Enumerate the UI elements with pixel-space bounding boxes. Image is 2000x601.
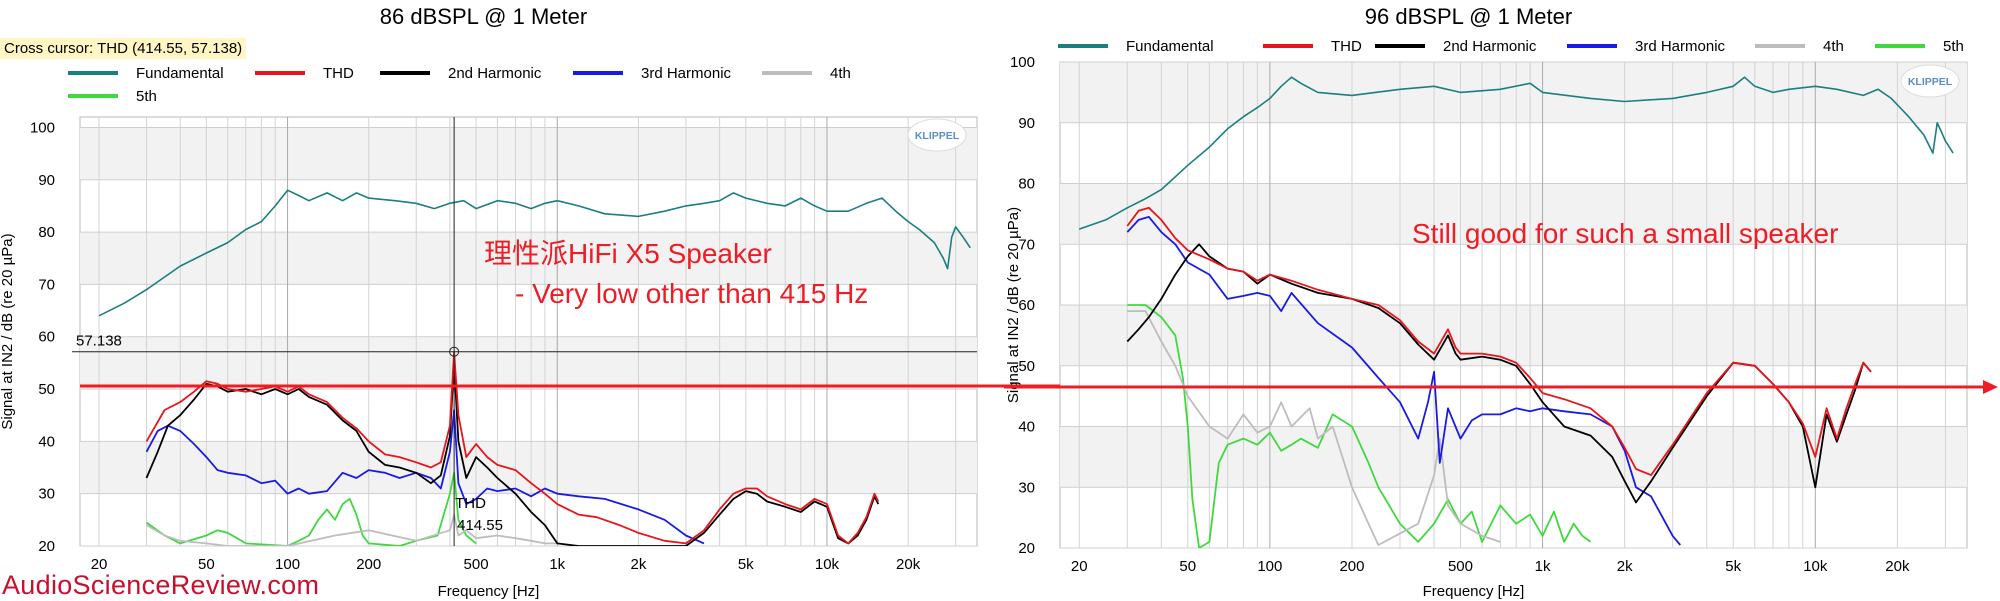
plot-band — [1060, 305, 1967, 366]
legend-label: Fundamental — [136, 65, 224, 82]
y-axis-label: Signal at IN2 / dB (re 20 µPa) — [0, 233, 16, 429]
legend-label: 4th — [1823, 38, 1844, 55]
x-tick-label: 50 — [1179, 558, 1196, 575]
plot-band — [80, 127, 977, 180]
series-line-3rd-harmonic — [1126, 216, 1681, 546]
y-tick-label: 90 — [38, 172, 55, 189]
reference-arrowhead — [1983, 380, 1998, 394]
x-tick-label: 20k — [896, 556, 921, 573]
x-axis-label: Frequency [Hz] — [1423, 583, 1525, 600]
x-tick-label: 5k — [1725, 558, 1741, 575]
y-tick-label: 20 — [1018, 540, 1035, 557]
watermark: AudioScienceReview.com — [2, 570, 320, 600]
series-line-3rd-harmonic — [145, 409, 705, 545]
x-tick-label: 1k — [549, 556, 565, 573]
x-tick-label: 100 — [1257, 558, 1282, 575]
cross-cursor-readout: Cross cursor: THD (414.55, 57.138) — [0, 38, 247, 59]
legend-label: 3rd Harmonic — [1635, 38, 1726, 55]
x-tick-label: 200 — [1339, 558, 1364, 575]
series-line-thd — [1126, 206, 1872, 476]
x-tick-label: 10k — [815, 556, 840, 573]
chart-title: 96 dBSPL @ 1 Meter — [1365, 4, 1572, 29]
y-tick-label: 60 — [1018, 297, 1035, 314]
y-tick-label: 90 — [1018, 115, 1035, 132]
legend-label: 2nd Harmonic — [448, 65, 542, 82]
x-tick-label: 20 — [1071, 558, 1088, 575]
y-tick-label: 80 — [1018, 176, 1035, 193]
annotation-title: 理性派HiFi X5 Speaker — [484, 238, 772, 269]
x-tick-label: 20k — [1885, 558, 1910, 575]
x-tick-label: 50 — [198, 556, 215, 573]
legend-label: Fundamental — [1126, 38, 1214, 55]
series-line-4th — [1127, 310, 1501, 546]
x-tick-label: 200 — [356, 556, 381, 573]
y-tick-label: 50 — [38, 381, 55, 398]
plot-band — [1060, 183, 1967, 245]
legend-label: 2nd Harmonic — [1443, 38, 1537, 55]
y-tick-label: 80 — [38, 224, 55, 241]
legend-label: THD — [1331, 38, 1362, 55]
klippel-logo — [1900, 64, 1960, 98]
y-tick-label: 100 — [30, 119, 55, 136]
series-line-5th — [145, 471, 477, 546]
cursor-x-readout: 414.55 — [457, 517, 503, 534]
plot-band — [80, 441, 977, 494]
series-line-2nd-harmonic — [145, 362, 880, 546]
y-tick-label: 70 — [38, 276, 55, 293]
legend-label: 5th — [1943, 38, 1964, 55]
series-line-5th — [1127, 304, 1592, 548]
x-axis-label: Frequency [Hz] — [438, 583, 540, 600]
chart-panel-2: 20 50 100 200 500 1k 2k 5k 10k 20k 20 30 40 50 60 70 80 9… — [1005, 4, 1968, 600]
x-tick-label: 5k — [738, 556, 754, 573]
cursor-marker — [449, 346, 460, 357]
legend-label: 3rd Harmonic — [641, 65, 732, 82]
series-line-fundamental — [1078, 76, 1954, 230]
chart-title: 86 dBSPL @ 1 Meter — [380, 4, 587, 29]
series-line-4th — [146, 513, 558, 546]
y-tick-label: 20 — [38, 538, 55, 555]
plot-band — [1060, 426, 1967, 488]
klippel-logo-text: KLIPPEL — [915, 130, 960, 142]
y-tick-label: 40 — [38, 433, 55, 450]
x-tick-label: 2k — [631, 556, 647, 573]
y-axis-label: Signal at IN2 / dB (re 20 µPa) — [1005, 207, 1022, 403]
y-tick-label: 100 — [1010, 54, 1035, 71]
series-line-fundamental — [98, 189, 971, 317]
x-tick-label: 2k — [1617, 558, 1633, 575]
y-tick-label: 30 — [1018, 479, 1035, 496]
series-lines — [1078, 76, 1954, 548]
y-tick-label: 40 — [1018, 419, 1035, 436]
cursor-y-readout: 57.138 — [76, 333, 122, 350]
x-tick-label: 500 — [1448, 558, 1473, 575]
y-tick-label: 60 — [38, 329, 55, 346]
x-tick-label: 1k — [1535, 558, 1551, 575]
y-tick-label: 50 — [1018, 358, 1035, 375]
cursor-series-label: THD — [455, 495, 486, 512]
y-tick-label: 70 — [1018, 236, 1035, 253]
klippel-logo — [907, 118, 967, 152]
plot-band — [80, 336, 977, 390]
plot-band — [1060, 62, 1967, 123]
y-tick-label: 30 — [38, 486, 55, 503]
x-tick-label: 100 — [275, 556, 300, 573]
annotation-note: Still good for such a small speaker — [1412, 218, 1838, 249]
annotation-note: - Very low other than 415 Hz — [515, 278, 868, 309]
x-tick-label: 10k — [1803, 558, 1828, 575]
legend-label: THD — [323, 65, 354, 82]
chart-panel-1: 20 50 100 200 500 1k 2k 5k 10k 20k 20 30 40 50 60 70 80 9… — [0, 4, 978, 600]
x-tick-label: 500 — [464, 556, 489, 573]
klippel-logo-text: KLIPPEL — [1908, 76, 1953, 88]
legend-label: 5th — [136, 88, 157, 105]
legend-label: 4th — [830, 65, 851, 82]
x-tick-label: 20 — [91, 556, 108, 573]
